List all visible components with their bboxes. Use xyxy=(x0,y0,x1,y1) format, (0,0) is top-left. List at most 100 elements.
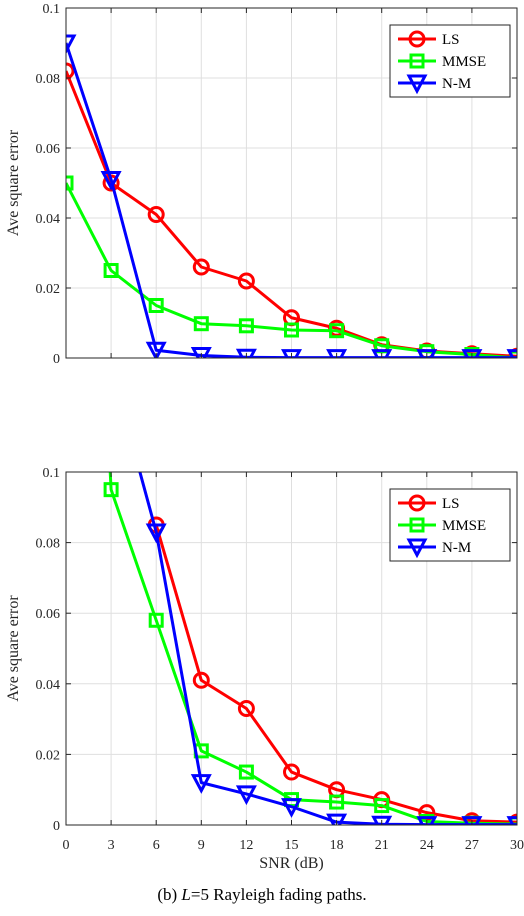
chart-2-series-group xyxy=(103,472,517,825)
chart-1-ytick-label-1: 0.02 xyxy=(36,282,61,297)
chart-1-xtick-label-2: 6 xyxy=(153,371,160,386)
chart-1-legend: LS MMSE N-M xyxy=(389,24,511,98)
chart-1-series-ls-point-0 xyxy=(66,62,75,80)
chart-1-ytick-label-5: 0.1 xyxy=(43,2,61,17)
chart-1-legend-entry-n-m-marker xyxy=(406,74,428,95)
chart-2-legend-entry-ls-marker xyxy=(408,494,426,512)
chart-2-series-mmse-point-7 xyxy=(374,798,390,814)
chart-1-series-n-m-point-6 xyxy=(326,349,348,358)
chart-2-series-mmse-point-4 xyxy=(238,764,254,780)
chart-2-xtick-label-6: 18 xyxy=(330,838,344,853)
chart-2-series-mmse-point-1 xyxy=(103,482,119,498)
chart-2-ytick-label-0: 0 xyxy=(53,819,60,834)
chart-2-legend-entry-mmse-marker xyxy=(409,517,425,533)
chart-2-ytick-label-4: 0.08 xyxy=(36,537,61,552)
chart-1-series-mmse-point-0 xyxy=(66,175,74,191)
chart-1-xtick-label-0: 0 xyxy=(63,371,70,386)
chart-1-xtick-labels: 0 3 6 9 12 15 18 21 24 27 30 xyxy=(63,371,524,386)
chart-1-legend-entry-ls-label: LS xyxy=(442,32,460,48)
chart-2-ytick-label-5: 0.1 xyxy=(43,466,61,481)
chart-1-xtick-label-9: 27 xyxy=(465,371,479,386)
chart-1-series-n-m-point-1 xyxy=(100,171,122,191)
chart-1-series-ls-point-3 xyxy=(192,258,210,276)
chart-2-series-n-m-point-5 xyxy=(281,798,302,818)
chart-2-ytick-labels: 0 0.02 0.04 0.06 0.08 0.1 xyxy=(36,466,61,834)
chart-2-xtick-label-7: 21 xyxy=(375,838,389,853)
chart-2-series-ls-point-8 xyxy=(418,804,436,822)
chart-2-xtick-label-0: 0 xyxy=(63,838,70,853)
chart-2-ytick-label-1: 0.02 xyxy=(36,748,61,763)
chart-2-series-n-m-point-4 xyxy=(235,785,257,806)
chart-2-legend-entry-mmse-label: MMSE xyxy=(442,518,486,534)
chart-1-series-ls-point-4 xyxy=(237,272,255,290)
chart-2-series-n-m-point-8 xyxy=(416,816,438,825)
chart-1-legend-entry-mmse-marker xyxy=(409,53,425,69)
chart-2-legend-entry-n-m-marker xyxy=(406,538,428,559)
chart-2-xtick-labels: 0 3 6 9 12 15 18 21 24 27 30 xyxy=(63,838,524,853)
chart-1-series-mmse-point-4 xyxy=(238,318,254,334)
chart-2-xtick-label-3: 9 xyxy=(198,838,205,853)
chart-2-ticks xyxy=(65,471,518,826)
chart-2-ytick-label-2: 0.04 xyxy=(36,678,61,693)
chart-1-series-n-m-point-5 xyxy=(281,349,302,358)
chart-1: 0 3 6 9 12 15 18 21 24 27 30 0 0.02 0.04 0.06 0.08 0.1 Av… xyxy=(5,2,524,386)
chart-1-series-mmse-point-6 xyxy=(329,323,345,339)
chart-2-xtick-label-9: 27 xyxy=(465,838,479,853)
chart-1-series-n-m-point-7 xyxy=(371,349,393,358)
figure-caption: (b) L=5 Rayleigh fading paths. xyxy=(0,885,524,905)
chart-2-xlabel: SNR (dB) xyxy=(259,855,323,872)
chart-2-series-n-m-point-3 xyxy=(190,774,212,794)
chart-2-series-n-m-point-2 xyxy=(145,523,167,544)
chart-2-series-mmse-point-2 xyxy=(148,612,164,628)
chart-1-xtick-label-3: 9 xyxy=(198,371,205,386)
chart-1-legend-entry-mmse-label: MMSE xyxy=(442,54,486,70)
chart-1-ytick-label-2: 0.04 xyxy=(36,212,61,227)
chart-2-legend-entry-ls-label: LS xyxy=(442,496,460,512)
chart-1-series-n-m-point-9 xyxy=(461,349,483,358)
chart-2-xtick-label-8: 24 xyxy=(420,838,434,853)
chart-1-series-mmse-point-3 xyxy=(193,316,209,332)
chart-1-xtick-label-5: 15 xyxy=(285,371,299,386)
caption-variable: L xyxy=(181,885,191,904)
chart-1-legend-entry-n-m-label: N-M xyxy=(442,76,471,92)
chart-1-series-ls-point-2 xyxy=(147,206,165,223)
chart-1-series-mmse-point-5 xyxy=(284,322,299,338)
chart-2-xtick-label-2: 6 xyxy=(153,838,160,853)
chart-1-ytick-label-0: 0 xyxy=(53,352,60,367)
chart-2-xtick-label-4: 12 xyxy=(239,838,253,853)
chart-1-xtick-label-10: 30 xyxy=(510,371,524,386)
chart-1-series-n-m-point-2 xyxy=(145,341,167,358)
chart-1-ylabel: Ave square error xyxy=(5,129,22,236)
chart-2-ytick-label-3: 0.06 xyxy=(36,607,61,622)
chart-1-ytick-label-4: 0.08 xyxy=(36,72,61,87)
chart-2-series-ls-point-4 xyxy=(237,700,255,718)
chart-2-legend: LS MMSE N-M xyxy=(389,488,511,562)
chart-1-series-mmse-point-1 xyxy=(103,263,119,278)
chart-2-series-ls-point-3 xyxy=(192,671,210,689)
chart-1-xtick-label-6: 18 xyxy=(330,371,344,386)
chart-2-ylabel: Ave square error xyxy=(5,595,22,702)
chart-1-xtick-label-1: 3 xyxy=(108,371,115,386)
chart-1-series-mmse-point-2 xyxy=(148,298,164,313)
chart-2-series-ls-point-5 xyxy=(283,763,300,781)
chart-2-series-ls-line xyxy=(154,524,517,824)
chart-1-series-n-m-point-8 xyxy=(416,349,438,358)
chart-1-ticks xyxy=(65,7,518,359)
chart-1-legend-entry-ls-marker xyxy=(408,30,426,48)
chart-1-ytick-labels: 0 0.02 0.04 0.06 0.08 0.1 xyxy=(36,2,61,367)
chart-1-xtick-label-7: 21 xyxy=(375,371,389,386)
chart-1-series-n-m-point-3 xyxy=(190,347,212,358)
chart-2-legend-entry-n-m-label: N-M xyxy=(442,540,471,556)
caption-text: =5 Rayleigh fading paths. xyxy=(190,885,367,904)
chart-1-series-n-m-point-0 xyxy=(66,34,77,55)
chart-2-series-n-m-point-9 xyxy=(461,816,483,825)
chart-2: 0 3 6 9 12 15 18 21 24 27 30 0 0.02 0.04 0.06 0.08 0.1 Av… xyxy=(5,466,524,872)
chart-2-xtick-label-10: 30 xyxy=(510,838,524,853)
chart-2-xtick-label-5: 15 xyxy=(285,838,299,853)
caption-prefix: (b) xyxy=(157,885,182,904)
chart-2-series-n-m-point-6 xyxy=(326,813,348,825)
chart-1-xtick-label-8: 24 xyxy=(420,371,434,386)
chart-2-series-mmse-point-6 xyxy=(329,794,345,810)
chart-1-xtick-label-4: 12 xyxy=(239,371,253,386)
